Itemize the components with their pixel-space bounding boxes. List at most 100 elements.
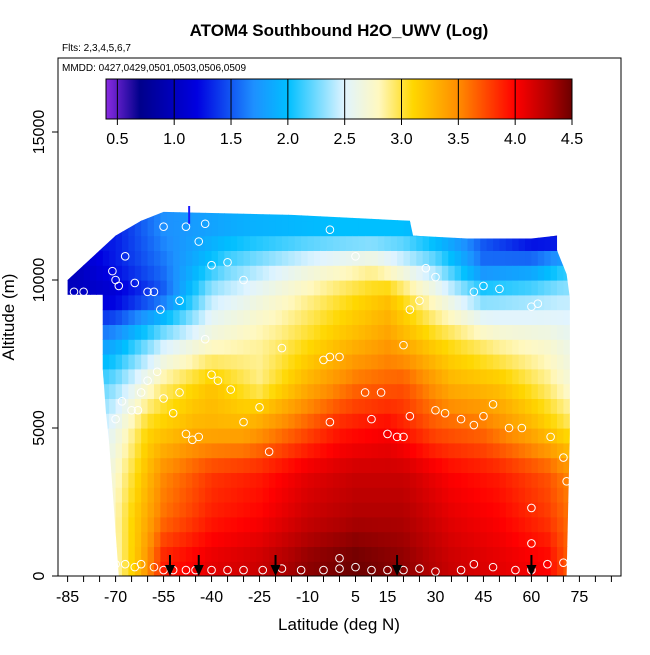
heatmap-cell — [390, 354, 398, 370]
heatmap-cell — [429, 309, 437, 325]
heatmap-cell — [70, 531, 78, 547]
heatmap-cell — [294, 250, 302, 266]
heatmap-cell — [256, 324, 264, 340]
heatmap-cell — [256, 339, 264, 355]
heatmap-cell — [134, 383, 142, 399]
heatmap-cell — [173, 211, 181, 222]
heatmap-cell — [281, 413, 289, 429]
heatmap-cell — [448, 235, 456, 251]
heatmap-cell — [326, 561, 334, 576]
heatmap-cell — [102, 516, 110, 533]
heatmap-cell — [365, 531, 373, 547]
heatmap-cell — [576, 280, 583, 295]
heatmap-cell — [550, 561, 558, 576]
heatmap-cell — [525, 531, 533, 547]
heatmap-cell — [256, 472, 264, 488]
heatmap-cell — [570, 502, 577, 517]
heatmap-cell — [212, 191, 219, 206]
heatmap-cell — [83, 428, 91, 444]
heatmap-cell — [563, 324, 570, 340]
heatmap-cell — [58, 221, 65, 236]
heatmap-cell — [70, 457, 78, 473]
heatmap-cell — [441, 531, 449, 547]
heatmap-cell — [192, 442, 200, 459]
heatmap-cell — [345, 383, 353, 399]
sample-point — [239, 417, 248, 427]
colorbar-tick-label: 2.5 — [334, 131, 356, 148]
heatmap-cell — [249, 309, 257, 325]
heatmap-cell — [230, 220, 238, 237]
heatmap-cell — [262, 211, 270, 222]
heatmap-cell — [512, 354, 520, 370]
heatmap-cell — [294, 368, 302, 385]
heatmap-cell — [339, 354, 347, 370]
heatmap-cell — [429, 531, 437, 547]
heatmap-cell — [301, 368, 309, 385]
heatmap-cell — [563, 211, 570, 222]
heatmap-cell — [269, 339, 277, 355]
heatmap-cell — [237, 413, 245, 429]
heatmap-cell — [429, 487, 437, 503]
heatmap-cell — [141, 294, 149, 311]
heatmap-cell — [467, 531, 475, 547]
heatmap-cell — [429, 339, 437, 355]
heatmap-cell — [89, 339, 97, 355]
heatmap-cell — [115, 235, 123, 251]
heatmap-cell — [102, 354, 110, 370]
heatmap-cell — [416, 280, 424, 296]
heatmap-cell — [205, 235, 213, 251]
heatmap-cell — [518, 546, 526, 562]
heatmap-cell — [275, 339, 283, 355]
sample-point — [207, 260, 216, 270]
heatmap-cell — [58, 354, 65, 369]
heatmap-cell — [525, 516, 533, 533]
heatmap-cell — [109, 516, 117, 533]
heatmap-cell — [512, 368, 520, 385]
heatmap-cell — [467, 502, 475, 518]
heatmap-cell — [249, 294, 257, 311]
heatmap-cell — [269, 398, 277, 414]
heatmap-cell — [390, 265, 398, 281]
heatmap-cell — [371, 294, 379, 311]
heatmap-cell — [121, 324, 129, 340]
heatmap-cell — [70, 354, 78, 370]
heatmap-cell — [147, 211, 155, 222]
heatmap-cell — [531, 428, 539, 444]
heatmap-cell — [141, 250, 149, 266]
heatmap-cell — [352, 413, 360, 429]
heatmap-cell — [377, 280, 385, 296]
heatmap-cell — [416, 354, 424, 370]
heatmap-cell — [121, 457, 129, 473]
heatmap-cell — [205, 324, 213, 340]
colorbar-ticks: 0.5 1.0 1.5 2.0 2.5 3.0 3.5 4.0 4.5 — [106, 79, 583, 148]
heatmap-cell — [480, 250, 488, 266]
heatmap-cell — [576, 428, 583, 443]
heatmap-cell — [525, 546, 533, 562]
heatmap-cell — [499, 324, 507, 340]
heatmap-cell — [518, 211, 526, 222]
heatmap-cell — [461, 472, 469, 488]
heatmap-cell — [557, 546, 565, 562]
heatmap-cell — [109, 354, 117, 370]
heatmap-cell — [557, 280, 565, 296]
heatmap-cell — [326, 457, 334, 473]
heatmap-cell — [435, 472, 443, 488]
heatmap-cell — [518, 442, 526, 459]
heatmap-cell — [461, 502, 469, 518]
heatmap-cell — [109, 324, 117, 340]
heatmap-cell — [243, 442, 251, 459]
sample-point — [255, 402, 264, 412]
sample-point — [111, 414, 120, 424]
heatmap-cell — [505, 294, 513, 311]
heatmap-cell — [269, 211, 277, 222]
heatmap-cell — [345, 324, 353, 340]
heatmap-cell — [166, 324, 174, 340]
heatmap-cell — [307, 531, 315, 547]
heatmap-cell — [237, 235, 245, 251]
heatmap-cell — [141, 502, 149, 518]
heatmap-cell — [153, 516, 161, 533]
heatmap-cell — [211, 339, 219, 355]
heatmap-cell — [262, 531, 270, 547]
heatmap-cell — [205, 294, 213, 311]
heatmap-cell — [102, 457, 110, 473]
